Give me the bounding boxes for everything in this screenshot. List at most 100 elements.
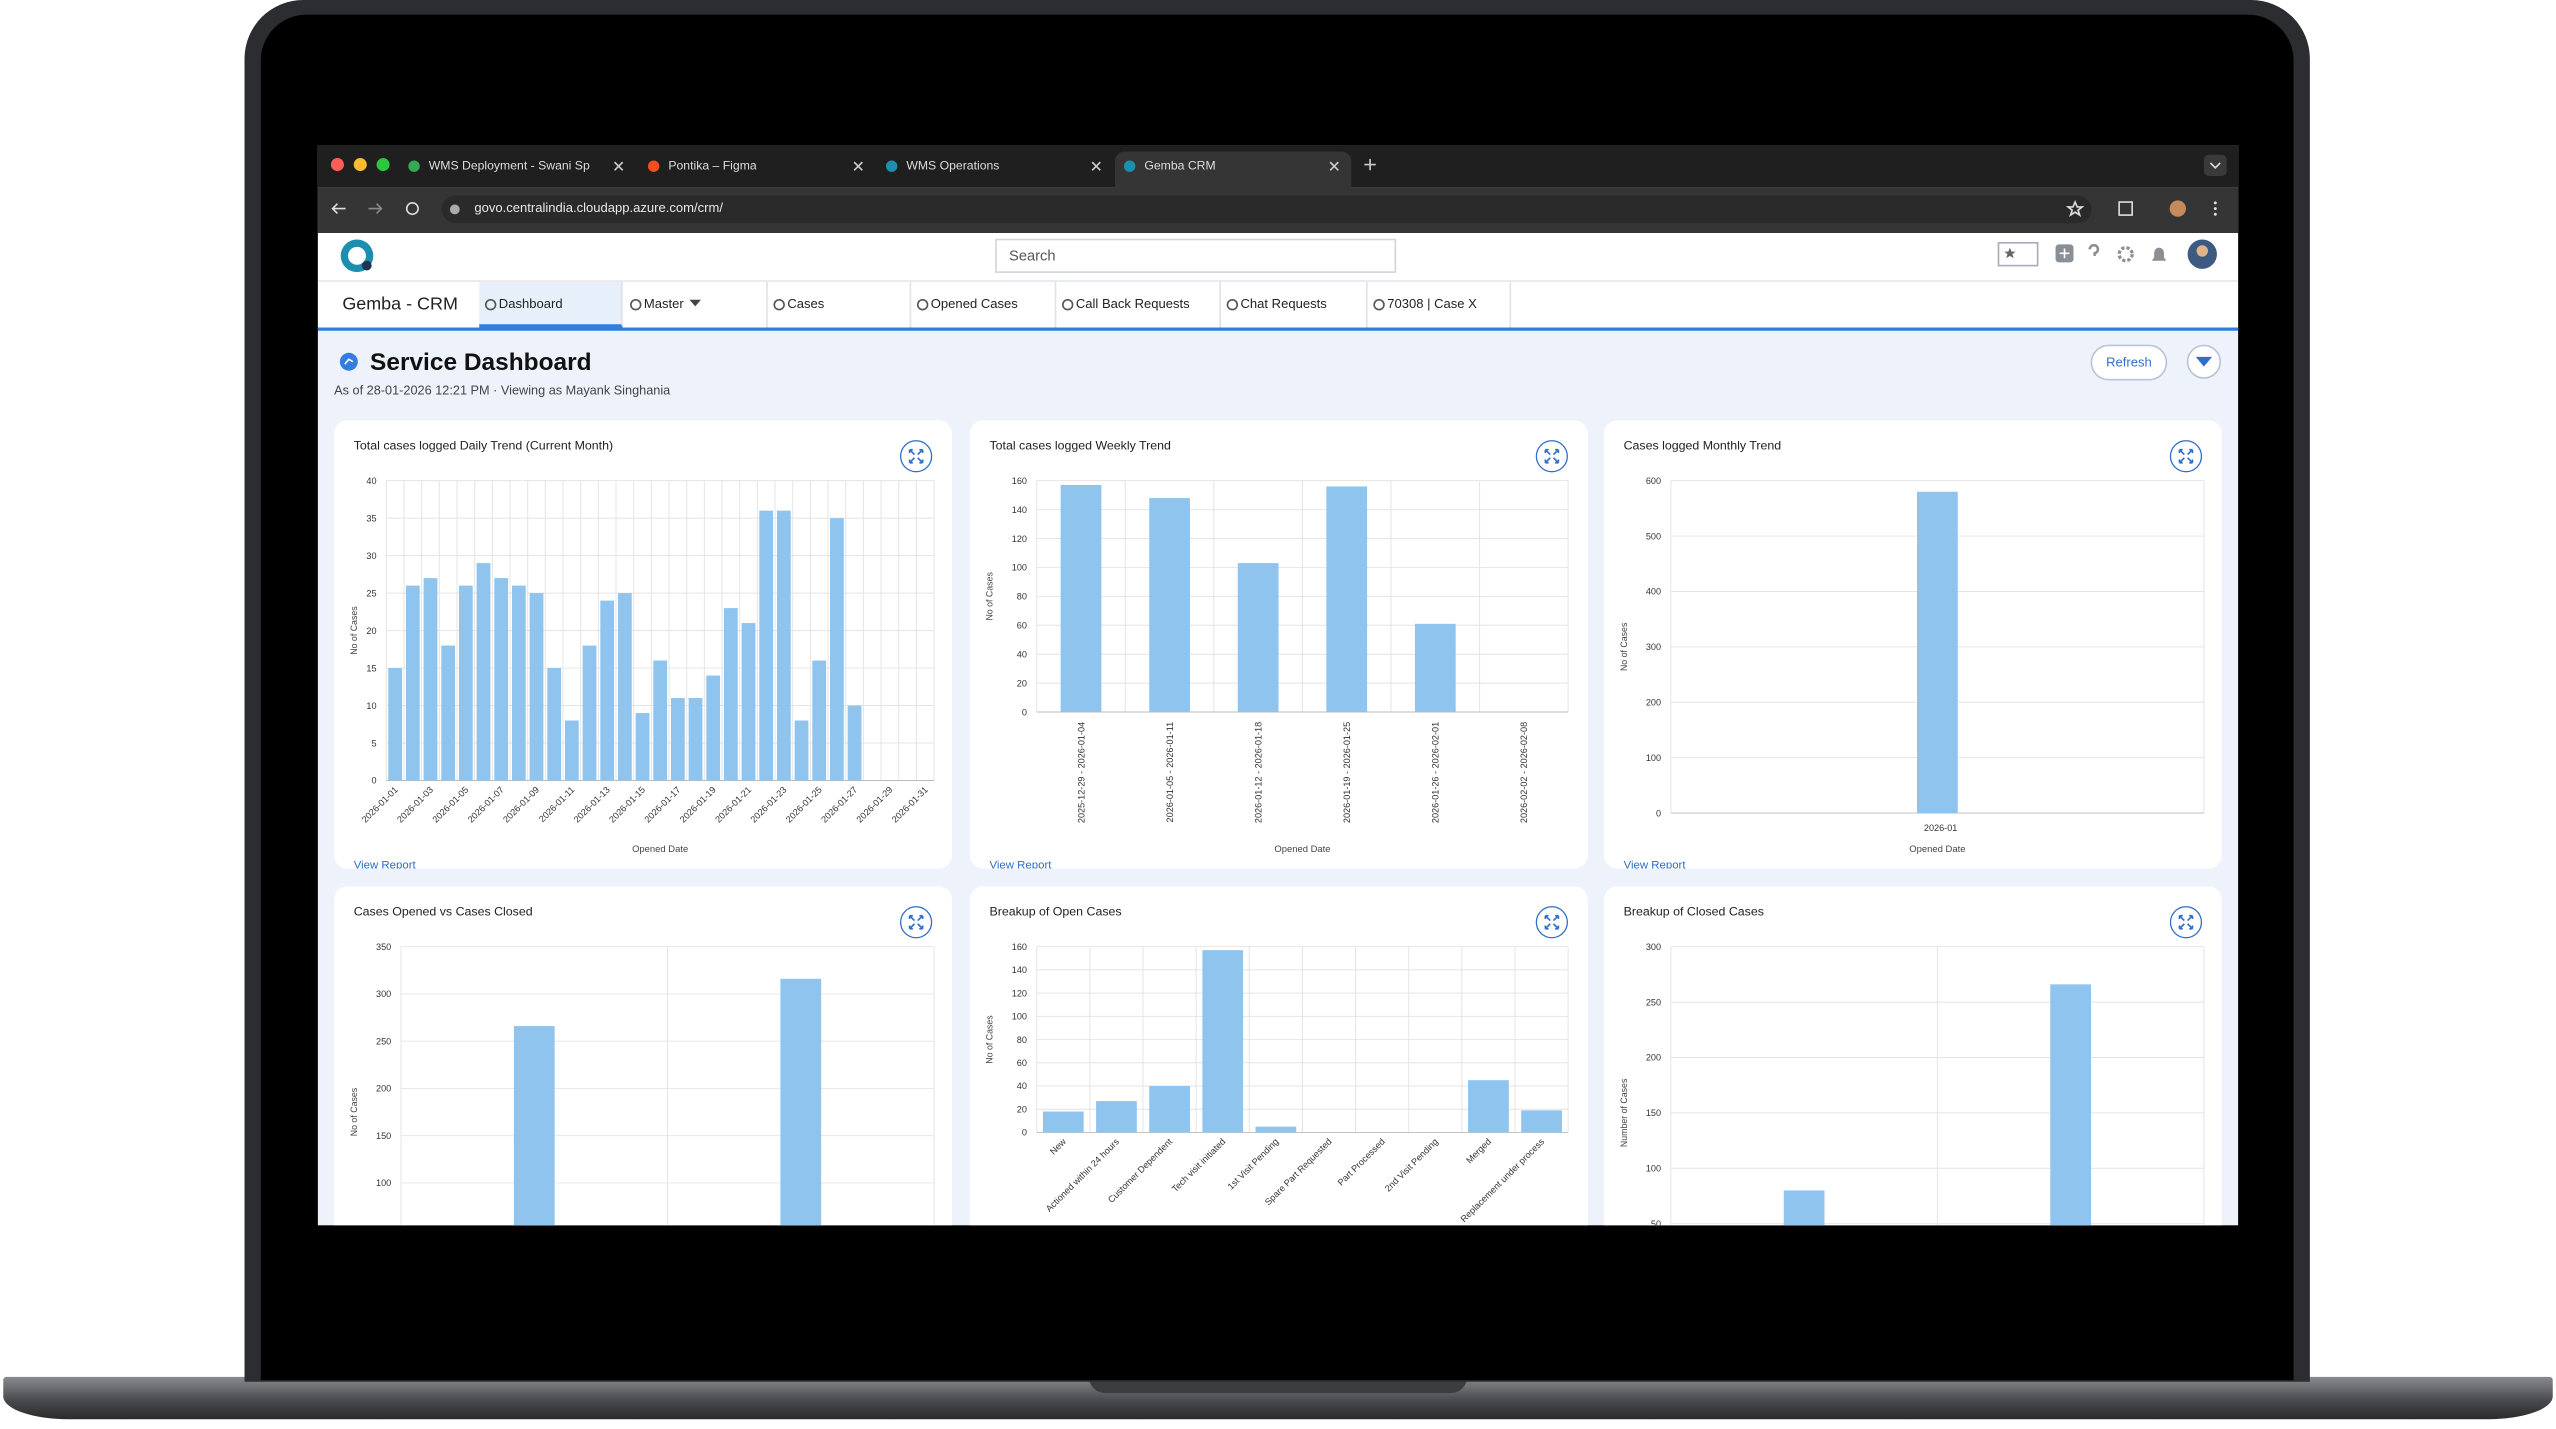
- menu-dot[interactable]: [2213, 201, 2217, 205]
- bar: [1237, 563, 1279, 713]
- menu-dot[interactable]: [2213, 212, 2217, 216]
- y-tick-label: 80: [1017, 1035, 1027, 1045]
- expand-button[interactable]: [899, 440, 933, 473]
- bar: [812, 660, 827, 781]
- chart-card: Total cases logged Weekly Trend View Repo…: [969, 420, 1588, 869]
- favorites-button[interactable]: [1997, 241, 2039, 267]
- refresh-button[interactable]: [2090, 344, 2168, 381]
- browser-tab[interactable]: Pontika – Figma: [639, 152, 875, 188]
- page-subtitle: As of 28-01-2026 12:21 PM · Viewing as M…: [334, 382, 671, 398]
- icon: [916, 298, 929, 311]
- y-tick-label: 0: [371, 776, 376, 786]
- extensions-icon[interactable]: [2118, 201, 2133, 216]
- brand: Gemba - CRM: [342, 294, 458, 315]
- expand-button[interactable]: [1535, 440, 1568, 473]
- x-tick-label: 2026-01-03: [395, 785, 435, 825]
- expand-icon: [2178, 448, 2194, 464]
- view-report-link[interactable]: View Report: [1623, 860, 1686, 869]
- expand-button[interactable]: [899, 906, 933, 939]
- new-tab-icon[interactable]: [1364, 158, 1376, 171]
- tab-close[interactable]: [1091, 161, 1101, 171]
- y-tick-label: 250: [376, 1036, 391, 1046]
- back-icon[interactable]: [331, 203, 346, 215]
- y-tick-label: 40: [1017, 649, 1027, 659]
- bar: [1783, 1190, 1825, 1226]
- nav-tab[interactable]: Call Back Requests: [1056, 281, 1221, 328]
- bar: [529, 593, 544, 781]
- x-tick-label: 2026-01-26 - 2026-02-01: [1431, 722, 1441, 823]
- expand-icon: [2178, 914, 2194, 930]
- x-tick-label: 2026-01-23: [749, 785, 789, 825]
- tab-search[interactable]: [2203, 154, 2227, 176]
- browser-tab[interactable]: Gemba CRM: [1114, 151, 1352, 188]
- forward-icon[interactable]: [368, 203, 383, 215]
- chart-card: Breakup of Open Cases 0 20 40 60 80 100 120 140 1…: [969, 886, 1588, 1226]
- nav-tab[interactable]: Master: [624, 281, 768, 328]
- url[interactable]: govo.centralindia.cloudapp.azure.com/crm…: [474, 200, 724, 216]
- avatar-face: [2196, 245, 2208, 257]
- nav-label: Cases: [787, 296, 825, 312]
- tab-close[interactable]: [853, 161, 863, 171]
- x-axis-title: Opened Date: [1274, 844, 1330, 855]
- chart-card: Breakup of Closed Cases 50 100 150 200 250 300…: [1604, 886, 2222, 1226]
- expand-icon: [908, 448, 924, 464]
- x-tick-label: 2026-01-15: [607, 785, 647, 825]
- browser-tab[interactable]: WMS Deployment - Swani Sp: [399, 152, 635, 188]
- x-tick-label: Tech visit initiated: [1170, 1137, 1228, 1195]
- x-tick-label: 2026-01-29: [855, 785, 895, 825]
- y-tick-label: 100: [1646, 1164, 1661, 1174]
- y-tick-label: 50: [1651, 1219, 1661, 1225]
- view-report-link[interactable]: View Report: [353, 860, 416, 869]
- x-tick-label: 2026-01-21: [713, 785, 753, 825]
- y-tick-label: 400: [1646, 587, 1661, 597]
- help-icon[interactable]: [2088, 243, 2100, 256]
- bar: [1060, 485, 1102, 713]
- bar: [582, 645, 597, 781]
- close-button[interactable]: [330, 158, 344, 172]
- bar: [1042, 1111, 1084, 1133]
- nav-tab[interactable]: Opened Cases: [911, 281, 1057, 328]
- maximize-button[interactable]: [376, 158, 390, 172]
- x-tick-label: 2026-01-07: [466, 785, 506, 825]
- nav-tab[interactable]: Cases: [768, 281, 912, 328]
- tab-close[interactable]: [613, 161, 624, 171]
- y-tick-label: 100: [1012, 1012, 1027, 1022]
- bar: [759, 510, 774, 781]
- profile-avatar[interactable]: [2169, 200, 2186, 217]
- bar: [1521, 1110, 1562, 1133]
- y-axis-title: No of Cases: [985, 1015, 995, 1064]
- expand-button[interactable]: [1535, 906, 1568, 939]
- menu-dot[interactable]: [2213, 207, 2217, 211]
- bar: [458, 585, 473, 781]
- nav-tab[interactable]: Dashboard: [479, 281, 623, 328]
- browser-tab[interactable]: WMS Operations: [877, 152, 1113, 188]
- omnibox[interactable]: [441, 195, 2092, 224]
- bar: [476, 563, 491, 781]
- header-icons: [340, 238, 2217, 273]
- settings-icon[interactable]: [2117, 246, 2134, 263]
- bar: [741, 623, 756, 781]
- bar: [829, 518, 844, 781]
- y-tick-label: 100: [1646, 753, 1661, 763]
- reload-icon[interactable]: [405, 202, 419, 216]
- bar: [723, 608, 738, 781]
- y-tick-label: 200: [1646, 1053, 1661, 1063]
- nav-tab[interactable]: 70308 | Case X: [1368, 281, 1512, 328]
- y-tick-label: 500: [1646, 531, 1661, 541]
- y-tick-label: 250: [1646, 997, 1661, 1007]
- y-tick-label: 300: [1646, 642, 1661, 652]
- bar: [388, 668, 403, 781]
- minimize-button[interactable]: [353, 158, 367, 172]
- tab-close[interactable]: [1329, 161, 1339, 171]
- refresh-label[interactable]: Refresh: [2106, 355, 2152, 370]
- expand-button[interactable]: [2169, 906, 2203, 939]
- bookmark-icon[interactable]: [2065, 199, 2085, 218]
- view-report-link[interactable]: View Report: [989, 860, 1052, 869]
- bar: [1255, 1126, 1297, 1133]
- site-info-icon[interactable]: [449, 204, 460, 215]
- notifications-icon[interactable]: [2151, 247, 2167, 261]
- search-box[interactable]: [995, 238, 1397, 273]
- expand-button[interactable]: [2169, 440, 2203, 473]
- y-axis-title: No of Cases: [349, 606, 359, 655]
- nav-tab[interactable]: Chat Requests: [1221, 281, 1368, 328]
